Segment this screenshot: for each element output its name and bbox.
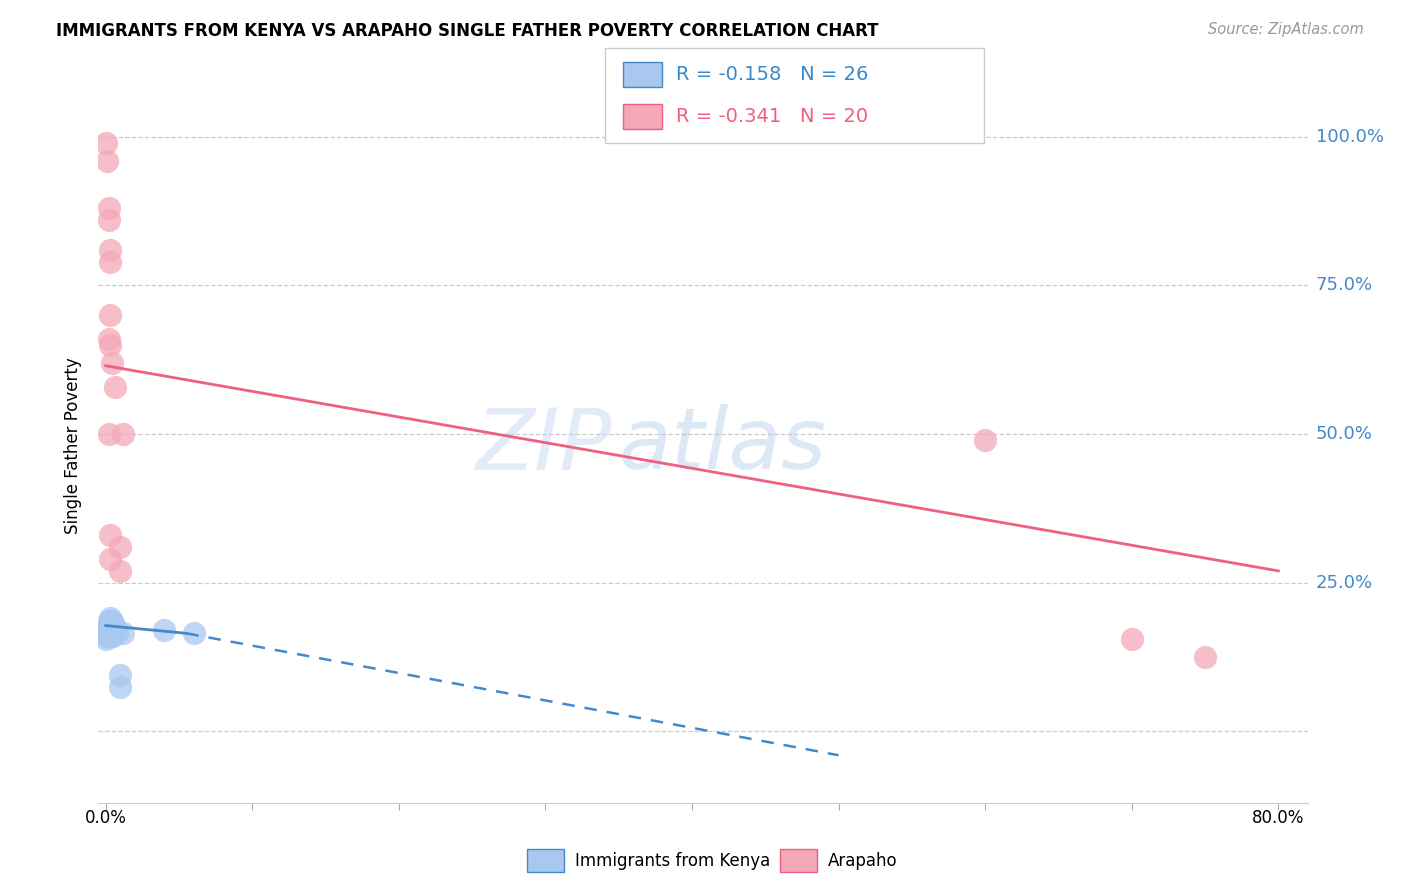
Point xyxy=(101,624,124,638)
Point xyxy=(98,552,121,566)
Point xyxy=(153,624,176,638)
Point xyxy=(183,626,205,640)
Point xyxy=(98,243,121,257)
Point xyxy=(97,620,120,634)
Point xyxy=(98,617,121,632)
Text: R = -0.158   N = 26: R = -0.158 N = 26 xyxy=(676,64,869,84)
Point xyxy=(96,632,118,647)
Point xyxy=(98,617,121,632)
Text: IMMIGRANTS FROM KENYA VS ARAPAHO SINGLE FATHER POVERTY CORRELATION CHART: IMMIGRANTS FROM KENYA VS ARAPAHO SINGLE … xyxy=(56,22,879,40)
Point xyxy=(97,615,120,629)
Point xyxy=(98,254,121,268)
Point xyxy=(100,626,122,640)
Point xyxy=(974,433,997,447)
Point xyxy=(103,379,125,393)
Text: 50.0%: 50.0% xyxy=(1316,425,1372,443)
Point xyxy=(1121,632,1143,647)
Y-axis label: Single Father Poverty: Single Father Poverty xyxy=(65,358,83,534)
Text: Arapaho: Arapaho xyxy=(828,852,898,870)
Point xyxy=(112,427,135,442)
Point xyxy=(110,668,132,682)
Point xyxy=(97,620,120,634)
Point xyxy=(101,617,124,632)
Point xyxy=(110,564,132,578)
Point xyxy=(103,620,125,634)
Point xyxy=(110,680,132,694)
Text: Source: ZipAtlas.com: Source: ZipAtlas.com xyxy=(1208,22,1364,37)
Text: R = -0.341   N = 20: R = -0.341 N = 20 xyxy=(676,107,869,127)
Point xyxy=(97,213,120,227)
Point xyxy=(1194,650,1216,665)
Text: 100.0%: 100.0% xyxy=(1316,128,1384,145)
Point xyxy=(100,615,122,629)
Point xyxy=(97,201,120,215)
Point xyxy=(96,136,118,150)
Text: 0.0%: 0.0% xyxy=(84,809,127,827)
Point xyxy=(98,624,121,638)
Point xyxy=(96,153,118,168)
Point xyxy=(97,626,120,640)
Point xyxy=(97,427,120,442)
Point xyxy=(98,528,121,542)
Point xyxy=(100,356,122,370)
Point xyxy=(98,611,121,625)
Point xyxy=(107,626,129,640)
Point xyxy=(100,620,122,634)
Point xyxy=(98,308,121,322)
Point xyxy=(110,540,132,554)
Point xyxy=(112,626,135,640)
Text: atlas: atlas xyxy=(619,404,827,488)
Point xyxy=(101,629,124,643)
Text: ZIP: ZIP xyxy=(477,404,612,488)
Text: Immigrants from Kenya: Immigrants from Kenya xyxy=(575,852,770,870)
Point xyxy=(97,332,120,346)
Point xyxy=(98,629,121,643)
Text: 25.0%: 25.0% xyxy=(1316,574,1374,591)
Point xyxy=(96,624,118,638)
Point xyxy=(105,624,128,638)
Point xyxy=(98,338,121,352)
Point xyxy=(96,629,118,643)
Text: 80.0%: 80.0% xyxy=(1253,809,1305,827)
Text: 75.0%: 75.0% xyxy=(1316,277,1374,294)
